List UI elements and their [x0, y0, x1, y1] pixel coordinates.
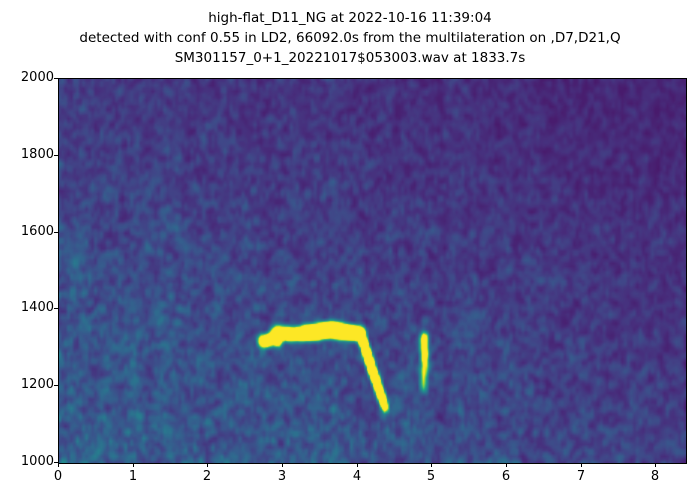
x-tick-label: 8 [650, 469, 660, 484]
x-tick-mark [58, 463, 59, 467]
x-tick-mark [506, 463, 507, 467]
y-tick-mark [54, 385, 58, 386]
y-tick-mark [54, 308, 58, 309]
x-tick-label: 5 [426, 469, 436, 484]
title-line-3: SM301157_0+1_20221017$053003.wav at 1833… [174, 50, 526, 66]
x-tick-label: 0 [53, 469, 63, 484]
x-tick-mark [357, 463, 358, 467]
x-tick-mark [133, 463, 134, 467]
x-tick-label: 6 [501, 469, 511, 484]
y-tick-mark [54, 155, 58, 156]
y-tick-label: 1600 [20, 224, 54, 239]
x-tick-mark [207, 463, 208, 467]
y-tick-mark [54, 462, 58, 463]
x-tick-label: 3 [277, 469, 287, 484]
y-tick-label: 1000 [20, 454, 54, 469]
x-tick-label: 2 [202, 469, 212, 484]
y-tick-mark [54, 232, 58, 233]
x-tick-mark [581, 463, 582, 467]
y-tick-mark [54, 78, 58, 79]
x-tick-label: 4 [352, 469, 362, 484]
title-line-2: detected with conf 0.55 in LD2, 66092.0s… [79, 30, 621, 46]
y-tick-label: 1800 [20, 147, 54, 162]
x-tick-mark [282, 463, 283, 467]
x-tick-mark [431, 463, 432, 467]
title-line-1: high-flat_D11_NG at 2022-10-16 11:39:04 [208, 10, 492, 26]
x-tick-label: 1 [128, 469, 138, 484]
y-tick-label: 1200 [20, 377, 54, 392]
spectrogram-image [59, 79, 686, 463]
y-tick-label: 1400 [20, 300, 54, 315]
y-tick-label: 2000 [20, 70, 54, 85]
x-tick-label: 7 [576, 469, 586, 484]
plot-axes [58, 78, 687, 464]
x-tick-mark [655, 463, 656, 467]
figure-title: high-flat_D11_NG at 2022-10-16 11:39:04 … [0, 8, 700, 68]
